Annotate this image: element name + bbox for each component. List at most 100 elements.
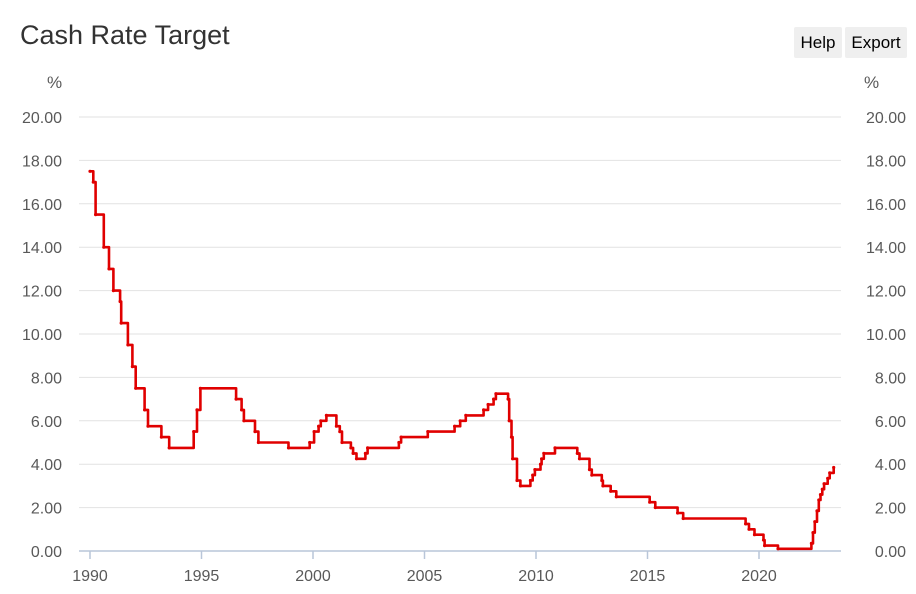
data-point xyxy=(317,424,321,428)
data-point xyxy=(510,457,515,461)
data-point xyxy=(515,478,519,483)
x-tick-label: 1995 xyxy=(184,568,220,585)
data-point xyxy=(648,500,652,504)
data-point xyxy=(601,484,605,488)
data-point xyxy=(540,457,544,461)
y-tick-label: 16.00 xyxy=(866,197,906,214)
data-point xyxy=(118,299,122,304)
data-point xyxy=(528,478,533,483)
data-point xyxy=(763,544,767,548)
data-point xyxy=(518,484,523,488)
data-point xyxy=(752,533,757,537)
data-point xyxy=(600,478,604,483)
x-tick-label: 2015 xyxy=(630,568,666,585)
data-point xyxy=(130,365,134,369)
data-point xyxy=(533,468,537,472)
data-point xyxy=(240,408,244,412)
y-tick-label: 0.00 xyxy=(31,544,62,561)
data-point xyxy=(464,413,468,417)
data-point xyxy=(286,446,291,450)
x-axis: 1990 1995 2000 2005 2010 2015 2020 xyxy=(72,550,841,585)
data-point xyxy=(826,476,830,480)
data-point xyxy=(575,451,579,455)
data-point xyxy=(587,468,592,472)
data-point xyxy=(453,424,457,428)
y-tick-label: 6.00 xyxy=(31,414,62,431)
data-point xyxy=(832,465,836,470)
data-point xyxy=(458,419,462,423)
y-tick-label: 10.00 xyxy=(866,327,906,344)
y-tick-label: 4.00 xyxy=(875,457,906,474)
data-point xyxy=(363,451,367,455)
data-point xyxy=(531,473,535,477)
data-point xyxy=(334,424,338,428)
data-point xyxy=(366,446,370,450)
data-point xyxy=(820,487,824,491)
data-point xyxy=(590,473,594,477)
y-tick-label: 20.00 xyxy=(866,110,906,127)
y-tick-label: 2.00 xyxy=(31,501,62,518)
data-point xyxy=(553,446,557,450)
y-tick-label: 2.00 xyxy=(875,501,906,518)
data-point xyxy=(538,462,543,466)
data-point xyxy=(542,451,546,455)
data-point xyxy=(111,289,115,293)
data-point xyxy=(88,169,92,173)
data-point xyxy=(354,457,359,461)
data-point xyxy=(817,498,821,502)
data-point xyxy=(119,321,123,325)
y-tick-label: 12.00 xyxy=(866,284,906,301)
data-point xyxy=(681,516,685,521)
data-point xyxy=(167,446,171,450)
y-ticks-left: 0.00 2.00 4.00 6.00 8.00 10.00 12.00 14.00 16.00… xyxy=(22,110,62,561)
x-tick-label: 2000 xyxy=(295,568,331,585)
data-point xyxy=(822,482,826,486)
y-tick-label: 14.00 xyxy=(866,240,906,257)
data-point xyxy=(614,495,618,499)
data-point xyxy=(747,527,751,531)
data-point xyxy=(828,471,832,475)
data-point xyxy=(507,419,511,423)
data-point xyxy=(319,419,323,423)
y-ticks-right: 0.00 2.00 4.00 6.00 8.00 10.00 12.00 14.00 16.00… xyxy=(866,110,906,561)
data-point xyxy=(312,430,316,434)
data-point xyxy=(242,419,246,423)
data-point xyxy=(813,520,817,524)
y-tick-label: 4.00 xyxy=(31,457,62,474)
grid-lines xyxy=(79,116,841,509)
y-tick-label: 20.00 xyxy=(22,110,62,127)
data-point xyxy=(195,408,199,412)
data-point xyxy=(492,397,496,401)
data-point xyxy=(426,430,430,434)
data-point xyxy=(324,413,328,417)
y-tick-label: 14.00 xyxy=(22,240,62,257)
x-tick-label: 2020 xyxy=(741,568,777,585)
data-point xyxy=(653,506,657,510)
data-point xyxy=(134,386,138,390)
series-line xyxy=(88,170,835,551)
data-point xyxy=(815,509,819,513)
data-point xyxy=(159,435,163,439)
y-tick-label: 0.00 xyxy=(875,544,906,561)
data-point xyxy=(744,522,748,526)
data-point xyxy=(351,451,355,455)
data-point xyxy=(94,213,98,217)
data-point xyxy=(676,511,680,515)
data-point xyxy=(349,446,353,450)
data-point xyxy=(146,424,150,428)
export-button[interactable]: Export xyxy=(845,27,907,58)
data-point xyxy=(818,493,823,497)
data-point xyxy=(809,541,814,546)
data-point xyxy=(494,392,498,396)
y-tick-label: 18.00 xyxy=(22,153,62,170)
data-point xyxy=(397,440,401,445)
data-point xyxy=(192,430,196,434)
data-point xyxy=(577,457,582,461)
data-point xyxy=(399,435,403,439)
data-point xyxy=(253,430,257,434)
help-button[interactable]: Help xyxy=(794,27,842,58)
y-tick-label: 16.00 xyxy=(22,197,62,214)
y-tick-label: 12.00 xyxy=(22,284,62,301)
y-tick-label: 18.00 xyxy=(866,153,906,170)
